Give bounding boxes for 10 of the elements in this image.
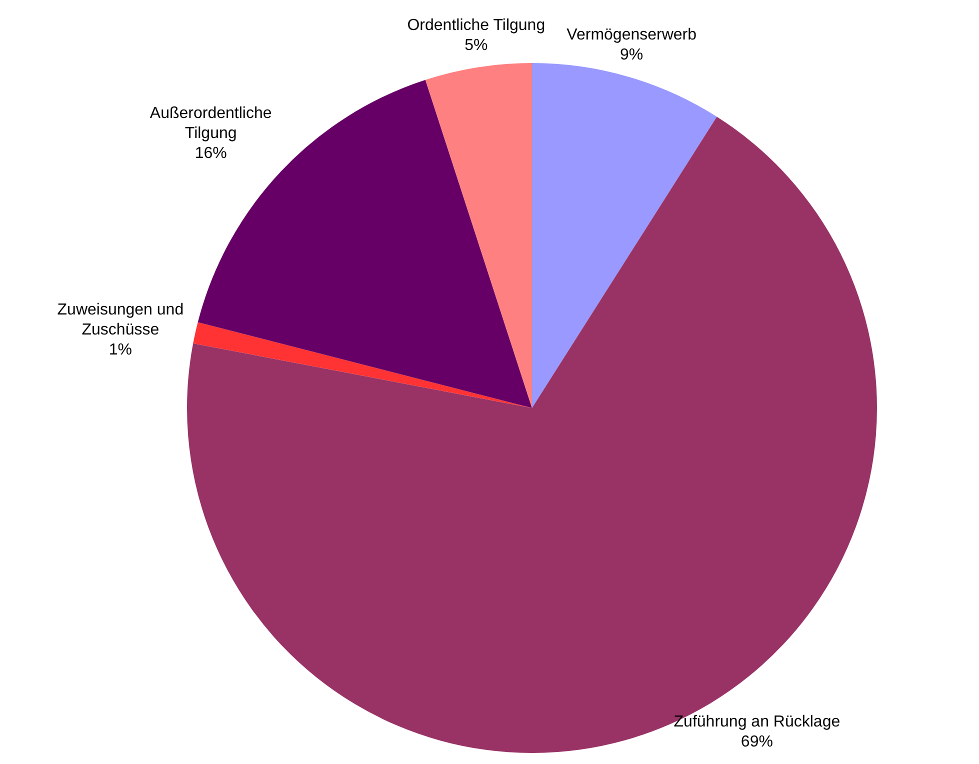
slice-label: Zuweisungen und Zuschüsse [57,302,184,339]
data-label: 9% [620,46,644,64]
data-label: 16% [194,145,227,162]
data-label: 5% [464,36,488,54]
data-label: 69% [740,733,773,750]
slice-label: Vermögenserwerb [566,26,697,44]
slice-label: Zuführung an Rücklage [674,713,840,730]
data-label: 1% [108,342,132,359]
slice-label: Außerordentliche Tilgung [150,105,272,142]
slice-label: Ordentliche Tilgung [407,16,546,34]
